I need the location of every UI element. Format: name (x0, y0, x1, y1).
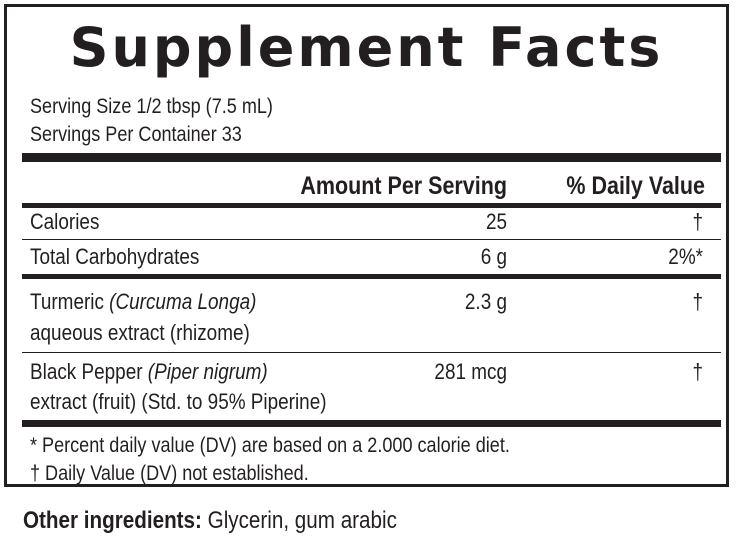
row-amount-turmeric: 2.3 g (464, 289, 507, 314)
row-divider (22, 239, 721, 240)
servings-per-container: Servings Per Container 33 (30, 123, 242, 146)
medium-divider (22, 203, 721, 208)
ingredient-latin-name: (Piper nigrum) (147, 359, 268, 384)
row-amount-calories: 25 (485, 209, 507, 234)
header-daily-value: % Daily Value (566, 172, 705, 200)
medium-divider (22, 274, 721, 279)
serving-info: Serving Size 1/2 tbsp (7.5 mL) Servings … (30, 93, 273, 149)
other-ingredients-value: Glycerin, gum arabic (201, 507, 397, 534)
row-dv-carbohydrates: 2%* (668, 244, 703, 269)
row-dv-black-pepper: † (692, 359, 703, 384)
row-dv-turmeric: † (692, 289, 703, 314)
footnotes: * Percent daily value (DV) are based on … (30, 432, 510, 488)
ingredient-name: Black Pepper (30, 359, 148, 384)
row-name-black-pepper: Black Pepper (Piper nigrum) (30, 357, 268, 386)
row-amount-carbohydrates: 6 g (480, 244, 507, 269)
other-ingredients: Other ingredients: Glycerin, gum arabic (23, 505, 397, 537)
row-name-calories: Calories (30, 209, 100, 234)
row-name-carbohydrates: Total Carbohydrates (30, 244, 200, 269)
header-amount-per-serving: Amount Per Serving (300, 172, 507, 200)
footnote-not-established: † Daily Value (DV) not established. (30, 462, 309, 485)
other-ingredients-label: Other ingredients: (23, 507, 202, 534)
row-detail-turmeric: aqueous extract (rhizome) (30, 320, 250, 345)
row-detail-black-pepper: extract (fruit) (Std. to 95% Piperine) (30, 389, 327, 414)
ingredient-name: Turmeric (30, 289, 110, 314)
row-amount-black-pepper: 281 mcg (434, 359, 507, 384)
row-name-turmeric: Turmeric (Curcuma Longa) (30, 287, 256, 316)
row-dv-calories: † (692, 209, 703, 234)
ingredient-latin-name: (Curcuma Longa) (109, 289, 257, 314)
panel-title: Supplement Facts (69, 16, 664, 79)
supplement-facts-panel: Supplement Facts Serving Size 1/2 tbsp (… (4, 4, 729, 487)
thick-divider (22, 153, 721, 162)
serving-size: Serving Size 1/2 tbsp (7.5 mL) (30, 95, 273, 118)
row-divider (22, 352, 721, 353)
thick-divider (22, 420, 721, 427)
footnote-daily-value: * Percent daily value (DV) are based on … (30, 434, 510, 457)
